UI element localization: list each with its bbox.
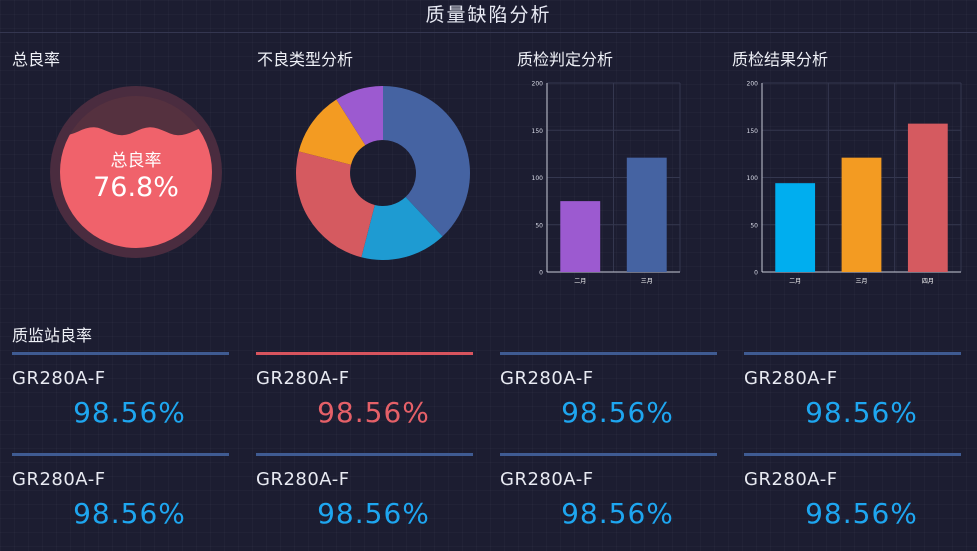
station-name: GR280A-F xyxy=(500,469,594,490)
station-rate: 98.56% xyxy=(317,497,430,530)
station-divider xyxy=(12,453,229,456)
donut-slice xyxy=(383,86,470,237)
station-name: GR280A-F xyxy=(256,368,350,389)
donut-slice xyxy=(298,99,366,165)
station-card: GR280A-F 98.56% xyxy=(256,453,473,541)
y-tick-label: 100 xyxy=(747,175,759,182)
y-tick-label: 50 xyxy=(535,222,543,229)
station-name: GR280A-F xyxy=(256,469,350,490)
station-divider xyxy=(744,352,961,355)
station-rate: 98.56% xyxy=(805,396,918,429)
stations-title: 质监站良率 xyxy=(12,326,93,345)
y-tick-label: 100 xyxy=(532,175,544,182)
station-rate: 98.56% xyxy=(561,396,674,429)
station-card: GR280A-F 98.56% xyxy=(12,352,229,440)
station-divider xyxy=(744,453,961,456)
station-name: GR280A-F xyxy=(744,368,838,389)
page-title: 质量缺陷分析 xyxy=(0,0,977,33)
y-tick-label: 150 xyxy=(747,128,759,135)
x-tick-label: 二月 xyxy=(574,278,586,285)
gauge-label: 总良率 xyxy=(110,151,162,171)
station-rate: 98.56% xyxy=(805,497,918,530)
x-tick-label: 四月 xyxy=(922,278,934,285)
bar xyxy=(841,157,882,272)
station-card: GR280A-F 98.56% xyxy=(256,352,473,440)
yield-panel-title: 总良率 xyxy=(12,50,61,69)
station-divider xyxy=(12,352,229,355)
donut-slice xyxy=(361,197,443,260)
y-tick-label: 200 xyxy=(747,81,759,88)
donut-slice xyxy=(296,151,375,258)
station-rate: 98.56% xyxy=(73,396,186,429)
y-tick-label: 0 xyxy=(539,270,543,277)
station-name: GR280A-F xyxy=(744,469,838,490)
defect-panel-title: 不良类型分析 xyxy=(257,50,354,69)
y-tick-label: 0 xyxy=(754,270,758,277)
station-card: GR280A-F 98.56% xyxy=(744,352,961,440)
result-panel-title: 质检结果分析 xyxy=(732,50,829,69)
y-tick-label: 50 xyxy=(750,222,758,229)
station-card: GR280A-F 98.56% xyxy=(744,453,961,541)
donut-slice xyxy=(336,86,383,146)
gauge-liquid xyxy=(60,127,212,248)
judgement-panel-title: 质检判定分析 xyxy=(517,50,614,69)
station-name: GR280A-F xyxy=(12,469,106,490)
x-tick-label: 三月 xyxy=(855,278,867,285)
defect-type-donut-chart xyxy=(296,86,470,260)
y-tick-label: 200 xyxy=(532,81,544,88)
yield-gauge xyxy=(50,86,222,258)
bar xyxy=(560,201,601,272)
station-card: GR280A-F 98.56% xyxy=(500,352,717,440)
bar xyxy=(775,183,816,272)
station-divider xyxy=(256,453,473,456)
station-rate: 98.56% xyxy=(561,497,674,530)
station-rate: 98.56% xyxy=(73,497,186,530)
result-bar-chart: 0 50 100 150 200 二月 三月 四月 xyxy=(747,81,962,285)
station-divider xyxy=(500,352,717,355)
station-name: GR280A-F xyxy=(12,368,106,389)
station-card: GR280A-F 98.56% xyxy=(12,453,229,541)
station-name: GR280A-F xyxy=(500,368,594,389)
x-tick-label: 二月 xyxy=(789,278,801,285)
bar xyxy=(626,157,667,272)
station-card: GR280A-F 98.56% xyxy=(500,453,717,541)
bar xyxy=(907,123,948,272)
station-divider xyxy=(500,453,717,456)
gauge-value: 76.8% xyxy=(93,172,179,203)
y-tick-label: 150 xyxy=(532,128,544,135)
station-rate: 98.56% xyxy=(317,396,430,429)
x-tick-label: 三月 xyxy=(641,278,653,285)
judgement-bar-chart: 0 50 100 150 200 二月 三月 xyxy=(532,81,681,285)
station-divider xyxy=(256,352,473,355)
